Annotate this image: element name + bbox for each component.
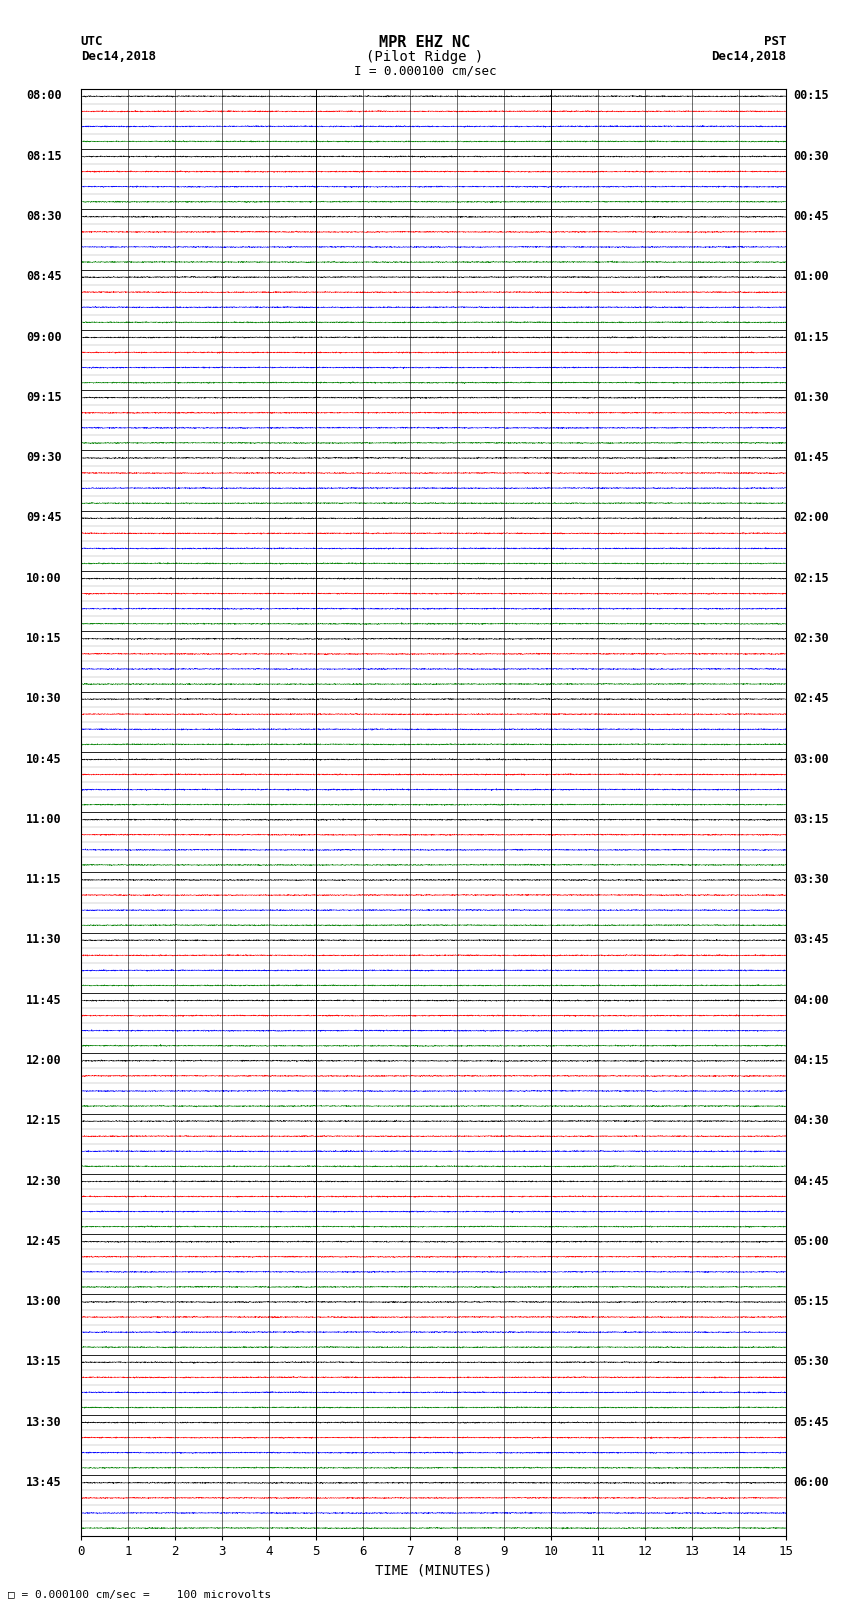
Text: 12:15: 12:15 bbox=[26, 1115, 62, 1127]
Text: 11:30: 11:30 bbox=[26, 934, 62, 947]
Text: MPR EHZ NC: MPR EHZ NC bbox=[379, 35, 471, 50]
Text: 04:00: 04:00 bbox=[793, 994, 829, 1007]
Text: 12:30: 12:30 bbox=[26, 1174, 62, 1187]
Text: 03:45: 03:45 bbox=[793, 934, 829, 947]
Text: UTC: UTC bbox=[81, 35, 103, 48]
Text: 10:00: 10:00 bbox=[26, 571, 62, 586]
Text: 00:15: 00:15 bbox=[793, 89, 829, 103]
Text: 02:30: 02:30 bbox=[793, 632, 829, 645]
Text: 05:30: 05:30 bbox=[793, 1355, 829, 1368]
Text: 00:30: 00:30 bbox=[793, 150, 829, 163]
Text: 08:30: 08:30 bbox=[26, 210, 62, 223]
Text: 01:15: 01:15 bbox=[793, 331, 829, 344]
Text: 10:30: 10:30 bbox=[26, 692, 62, 705]
Text: 05:45: 05:45 bbox=[793, 1416, 829, 1429]
Text: 12:45: 12:45 bbox=[26, 1236, 62, 1248]
Text: 04:15: 04:15 bbox=[793, 1053, 829, 1068]
Text: 06:00: 06:00 bbox=[793, 1476, 829, 1489]
Text: 02:00: 02:00 bbox=[793, 511, 829, 524]
Text: 02:15: 02:15 bbox=[793, 571, 829, 586]
Text: □ = 0.000100 cm/sec =    100 microvolts: □ = 0.000100 cm/sec = 100 microvolts bbox=[8, 1590, 272, 1600]
Text: 09:15: 09:15 bbox=[26, 390, 62, 403]
Text: 04:45: 04:45 bbox=[793, 1174, 829, 1187]
Text: 11:45: 11:45 bbox=[26, 994, 62, 1007]
Text: 12:00: 12:00 bbox=[26, 1053, 62, 1068]
Text: 03:15: 03:15 bbox=[793, 813, 829, 826]
Text: 09:30: 09:30 bbox=[26, 452, 62, 465]
Text: 02:45: 02:45 bbox=[793, 692, 829, 705]
Text: Dec14,2018: Dec14,2018 bbox=[81, 50, 156, 63]
Text: 10:45: 10:45 bbox=[26, 753, 62, 766]
Text: 04:30: 04:30 bbox=[793, 1115, 829, 1127]
Text: 00:45: 00:45 bbox=[793, 210, 829, 223]
Text: 13:00: 13:00 bbox=[26, 1295, 62, 1308]
Text: 08:00: 08:00 bbox=[26, 89, 62, 103]
X-axis label: TIME (MINUTES): TIME (MINUTES) bbox=[375, 1563, 492, 1578]
Text: 08:15: 08:15 bbox=[26, 150, 62, 163]
Text: 01:00: 01:00 bbox=[793, 271, 829, 284]
Text: 01:30: 01:30 bbox=[793, 390, 829, 403]
Text: 08:45: 08:45 bbox=[26, 271, 62, 284]
Text: 13:45: 13:45 bbox=[26, 1476, 62, 1489]
Text: 13:30: 13:30 bbox=[26, 1416, 62, 1429]
Text: I = 0.000100 cm/sec: I = 0.000100 cm/sec bbox=[354, 65, 496, 77]
Text: Dec14,2018: Dec14,2018 bbox=[711, 50, 786, 63]
Text: (Pilot Ridge ): (Pilot Ridge ) bbox=[366, 50, 484, 65]
Text: 10:15: 10:15 bbox=[26, 632, 62, 645]
Text: 03:30: 03:30 bbox=[793, 873, 829, 886]
Text: PST: PST bbox=[764, 35, 786, 48]
Text: 09:00: 09:00 bbox=[26, 331, 62, 344]
Text: 03:00: 03:00 bbox=[793, 753, 829, 766]
Text: 05:15: 05:15 bbox=[793, 1295, 829, 1308]
Text: 13:15: 13:15 bbox=[26, 1355, 62, 1368]
Text: 11:00: 11:00 bbox=[26, 813, 62, 826]
Text: 01:45: 01:45 bbox=[793, 452, 829, 465]
Text: 05:00: 05:00 bbox=[793, 1236, 829, 1248]
Text: 09:45: 09:45 bbox=[26, 511, 62, 524]
Text: 11:15: 11:15 bbox=[26, 873, 62, 886]
